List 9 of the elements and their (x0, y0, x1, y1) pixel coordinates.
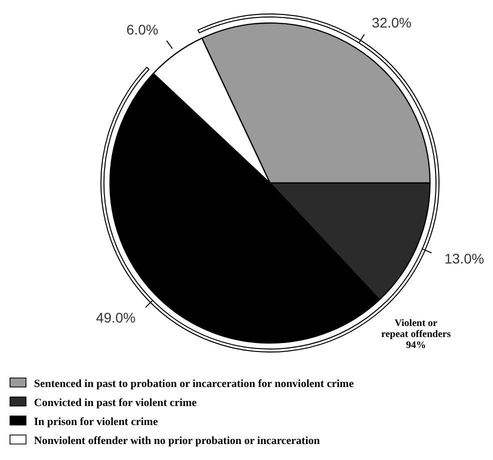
legend-label: Sentenced in past to probation or incarceration for nonviolent crime (34, 378, 354, 390)
data-label: 6.0% (126, 21, 158, 38)
legend-label: Convicted in past for violent crime (34, 397, 197, 409)
data-label: 32.0% (372, 14, 412, 31)
data-label: 49.0% (96, 309, 136, 326)
data-label: 13.0% (444, 250, 484, 266)
legend-label: In prison for violent crime (34, 416, 158, 428)
text: Violent or repeat offenders 94% (381, 318, 451, 351)
legend-label: Nonviolent offender with no prior probation or incarceration (34, 435, 320, 447)
